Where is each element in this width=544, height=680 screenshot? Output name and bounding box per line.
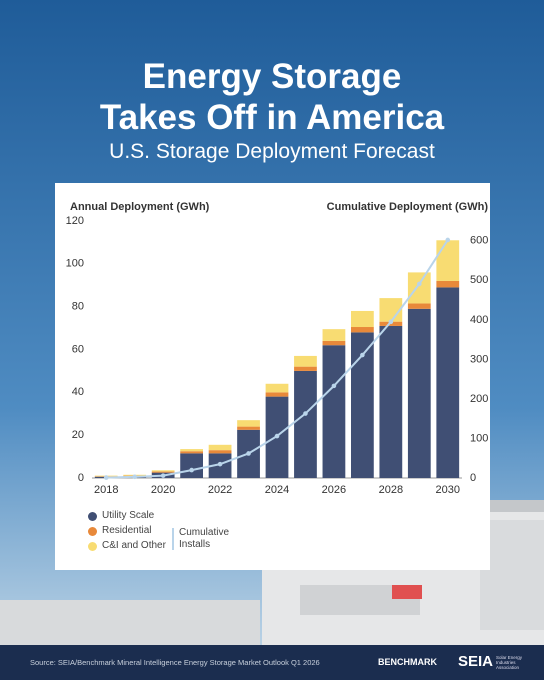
y-tick-label: 100 [66, 258, 84, 270]
line-marker [360, 352, 365, 358]
y2-tick-label: 400 [470, 314, 488, 326]
source: Source: SEIA/Benchmark Mineral Intellige… [30, 658, 320, 667]
y2-tick-label: 600 [470, 235, 488, 247]
y-tick-label: 60 [72, 343, 84, 355]
x-tick-label: 2024 [265, 484, 289, 496]
legend-item: Residential [88, 525, 172, 537]
legend-label: C&I and Other [102, 540, 166, 551]
logo: SEIA [458, 653, 494, 670]
footer: Source: SEIA/Benchmark Mineral Intellige… [0, 645, 544, 680]
bar-segment [208, 450, 232, 454]
bar-segment [180, 449, 203, 452]
x-tick-label: 2028 [379, 484, 403, 496]
legend-item: Cumulative Installs [172, 525, 242, 552]
bar-segment [407, 308, 431, 478]
line-marker [303, 411, 308, 416]
y2-axis-label: Cumulative Deployment (GWh) [327, 201, 489, 213]
bar-segment [322, 345, 346, 478]
line-marker [160, 473, 166, 478]
line-marker [445, 237, 451, 243]
bar-segment [379, 325, 403, 478]
bar-segment [436, 280, 460, 288]
y-axis-label: Annual Deployment (GWh) [70, 201, 210, 213]
bar-segment [265, 383, 289, 393]
legend-swatch [172, 527, 174, 550]
y-tick-label: 20 [72, 429, 84, 441]
x-tick-label: 2018 [94, 484, 118, 496]
line-marker [189, 467, 194, 473]
bar-segment [237, 426, 260, 430]
bar-segment [351, 332, 374, 478]
subtitle: U.S. Storage Deployment Forecast [109, 140, 435, 163]
y2-tick-label: 200 [470, 393, 488, 405]
bar-segment [151, 470, 175, 472]
legend-item: Utility Scale [88, 510, 172, 522]
line-marker [103, 475, 109, 480]
y2-tick-label: 0 [470, 472, 476, 484]
logo-sub: Solar Energy Industries Association [496, 655, 523, 670]
line-marker [217, 461, 223, 467]
legend-label: Cumulative Installs [179, 526, 230, 550]
x-tick-label: 2026 [322, 484, 346, 496]
line-marker [417, 281, 422, 287]
legend-swatch [88, 511, 97, 521]
bar-segment [436, 240, 460, 281]
y2-tick-label: 100 [470, 432, 488, 444]
legend-item: C&I and Other [88, 540, 172, 552]
bar-segment [322, 329, 346, 341]
bar-segment [294, 355, 317, 367]
bar-segment [407, 303, 431, 309]
y-tick-label: 40 [72, 386, 84, 398]
bar-segment [208, 444, 232, 451]
line-marker [274, 433, 280, 439]
bar-segment [180, 453, 203, 478]
bar-segment [294, 370, 317, 478]
legend-label: Residential [102, 525, 152, 536]
x-tick-label: 2022 [208, 484, 232, 496]
legend-swatch [88, 526, 97, 536]
y2-tick-label: 300 [470, 353, 488, 365]
y-tick-label: 80 [72, 301, 84, 313]
bar-segment [180, 451, 203, 454]
y2-tick-label: 500 [470, 274, 488, 286]
x-tick-label: 2030 [436, 484, 460, 496]
legend: Utility Scale Residential Cumulative Ins… [88, 510, 242, 552]
legend-swatch [88, 541, 97, 551]
y-tick-label: 120 [66, 215, 84, 227]
line-marker [246, 451, 251, 456]
line-marker [388, 319, 394, 325]
bar-segment [351, 310, 374, 328]
bar-segment [322, 340, 346, 346]
bar-segment [237, 420, 260, 427]
title-line: Takes Off in America [99, 98, 445, 137]
bar-segment [294, 366, 317, 371]
bar-segment [436, 287, 460, 478]
line-marker [132, 474, 137, 480]
logo: BENCHMARK [378, 657, 437, 667]
legend-label: Utility Scale [102, 510, 155, 521]
bar-segment [351, 327, 374, 333]
bar-segment [407, 272, 431, 304]
title-line: Energy Storage [142, 57, 402, 96]
bar-segment [265, 392, 289, 397]
bar-segment [151, 471, 175, 473]
line-marker [331, 383, 337, 389]
x-tick-label: 2020 [151, 484, 175, 496]
y-tick-label: 0 [78, 472, 84, 484]
